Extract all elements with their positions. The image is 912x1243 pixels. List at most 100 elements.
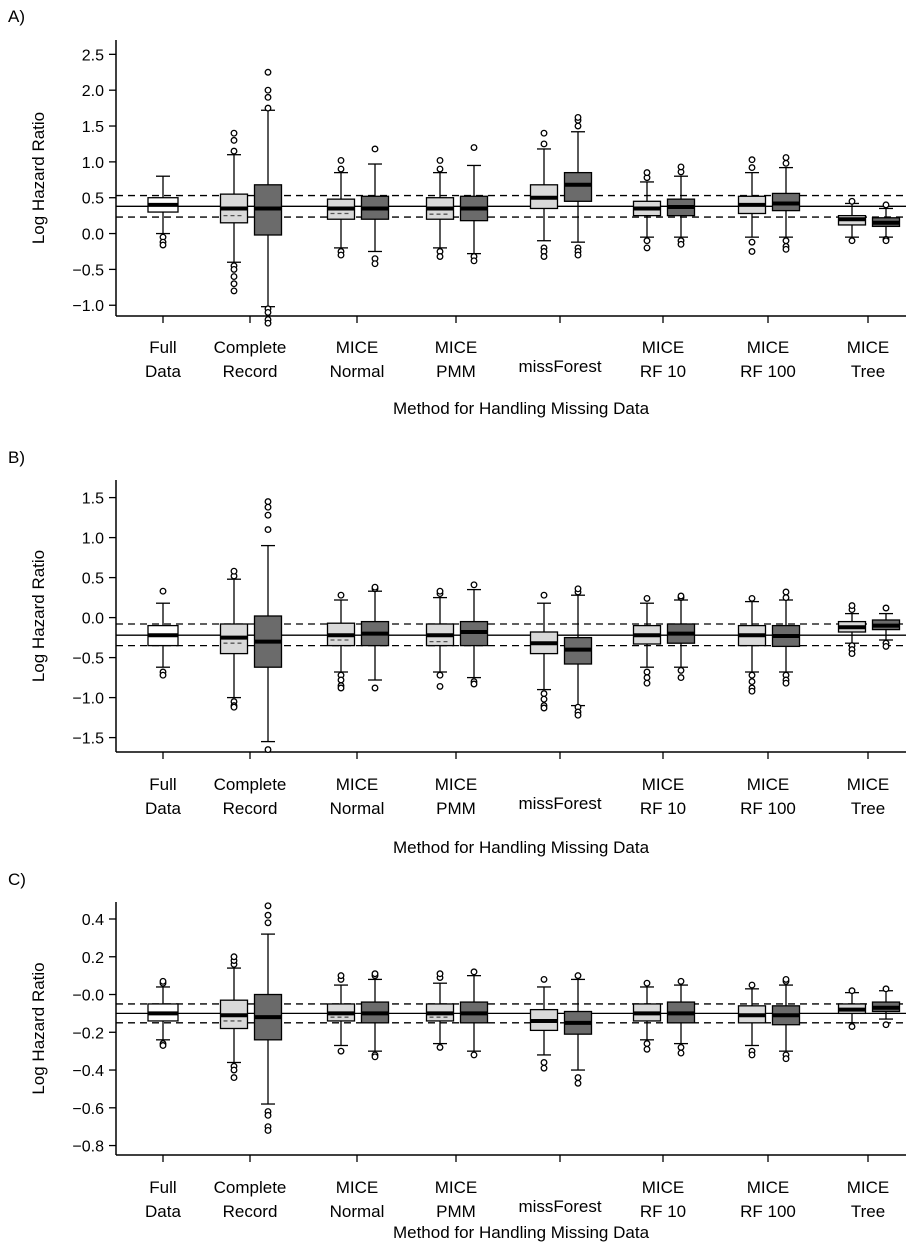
outlier-point <box>337 251 345 259</box>
category-label-line2: missForest <box>518 794 601 813</box>
category-label-line1: MICE <box>336 1178 379 1197</box>
outlier-point <box>264 511 272 519</box>
outlier-point <box>643 169 651 177</box>
y-tick-label: 1.0 <box>82 155 104 172</box>
outlier-point <box>882 604 890 612</box>
box-center-0 <box>147 587 179 679</box>
x-axis-title: Method for Handling Missing Data <box>393 399 650 418</box>
box-center-0 <box>147 977 179 1049</box>
outlier-point <box>748 981 756 989</box>
y-tick-label: 1.5 <box>82 119 104 136</box>
outlier-point <box>748 678 756 686</box>
category-label-line2: Data <box>145 1202 181 1221</box>
outlier-point <box>643 1045 651 1053</box>
outlier-point <box>882 985 890 993</box>
category-label-line1: MICE <box>747 338 790 357</box>
outlier-point <box>371 684 379 692</box>
box-left-4 <box>529 129 559 260</box>
category-label-line1: Full <box>149 338 176 357</box>
category-label-line1: MICE <box>847 1178 890 1197</box>
box-left-1 <box>219 129 249 295</box>
outlier-point <box>264 1127 272 1134</box>
y-axis-title: Log Hazard Ratio <box>29 962 48 1094</box>
outlier-point <box>677 666 685 674</box>
panel-label: A) <box>8 7 25 26</box>
box-right-5 <box>666 592 696 682</box>
outlier-point <box>337 1047 345 1055</box>
outlier-point <box>436 156 444 164</box>
category-label-line1: MICE <box>642 338 685 357</box>
outlier-point <box>264 902 272 910</box>
y-tick-label: 0.0 <box>82 227 104 244</box>
outlier-point <box>848 602 856 610</box>
category-label-line2: Tree <box>851 362 885 381</box>
category-label-line1: MICE <box>642 775 685 794</box>
y-tick-label: −1.5 <box>72 731 104 748</box>
outlier-point <box>643 237 651 245</box>
outlier-point <box>159 587 167 595</box>
outlier-point <box>677 240 685 248</box>
outlier-point <box>371 1053 379 1061</box>
category-label-line2: Data <box>145 799 181 818</box>
box-right-4 <box>563 972 593 1087</box>
outlier-point <box>159 241 167 249</box>
box-center-0 <box>147 175 179 249</box>
y-tick-label: 0.2 <box>82 950 104 967</box>
outlier-point <box>540 1059 548 1066</box>
outlier-point <box>782 154 790 162</box>
panel-3: C) −0.8 −0.6 −0.4 −0.2 −0.0 0.2 0.4 Log Hazard R… <box>8 870 906 1242</box>
category-label-line2: Record <box>223 362 278 381</box>
outlier-point <box>264 308 272 316</box>
outlier-point <box>436 970 444 978</box>
outlier-point <box>230 273 238 281</box>
box-right-7 <box>871 604 901 650</box>
box-right-4 <box>563 113 593 259</box>
outlier-point <box>677 977 685 985</box>
outlier-point <box>782 588 790 596</box>
category-label-line2: Data <box>145 362 181 381</box>
category-label-line2: RF 100 <box>740 799 796 818</box>
y-tick-label: −0.8 <box>72 1139 104 1156</box>
outlier-point <box>264 911 272 919</box>
y-tick-label: 0.4 <box>82 912 104 929</box>
y-tick-label: −0.5 <box>72 262 104 279</box>
outlier-point <box>337 684 345 692</box>
box-right-7 <box>871 201 901 245</box>
outlier-point <box>643 979 651 987</box>
category-label-line2: missForest <box>518 357 601 376</box>
outlier-point <box>230 1074 238 1082</box>
y-tick-label: −1.0 <box>72 691 104 708</box>
category-label-line2: missForest <box>518 1197 601 1216</box>
outlier-point <box>540 695 548 703</box>
category-label-line2: RF 10 <box>640 1202 686 1221</box>
box-right-2 <box>360 583 390 692</box>
box-right-2 <box>360 970 390 1061</box>
outlier-point <box>371 583 379 591</box>
category-label-line2: Normal <box>330 799 385 818</box>
panel-label: C) <box>8 870 26 889</box>
y-tick-label: −0.5 <box>72 651 104 668</box>
box-right-5 <box>666 977 696 1057</box>
category-label-line1: MICE <box>435 1178 478 1197</box>
box-left-1 <box>219 567 249 711</box>
outlier-point <box>882 201 890 209</box>
outlier-point <box>540 704 548 712</box>
y-tick-label: 0.0 <box>82 611 104 628</box>
category-label-line2: Normal <box>330 362 385 381</box>
outlier-point <box>470 968 478 976</box>
category-label-line1: MICE <box>336 338 379 357</box>
outlier-point <box>643 679 651 687</box>
outlier-point <box>436 253 444 260</box>
y-axis-title: Log Hazard Ratio <box>29 550 48 682</box>
outlier-point <box>574 585 582 593</box>
box-right-3 <box>459 581 489 688</box>
box-right-6 <box>771 975 801 1063</box>
outlier-point <box>748 156 756 164</box>
category-label-line2: RF 10 <box>640 799 686 818</box>
outlier-point <box>264 503 272 511</box>
box-left-6 <box>737 981 767 1059</box>
category-label-line1: MICE <box>747 1178 790 1197</box>
outlier-point <box>574 251 582 259</box>
category-label-line2: Record <box>223 1202 278 1221</box>
